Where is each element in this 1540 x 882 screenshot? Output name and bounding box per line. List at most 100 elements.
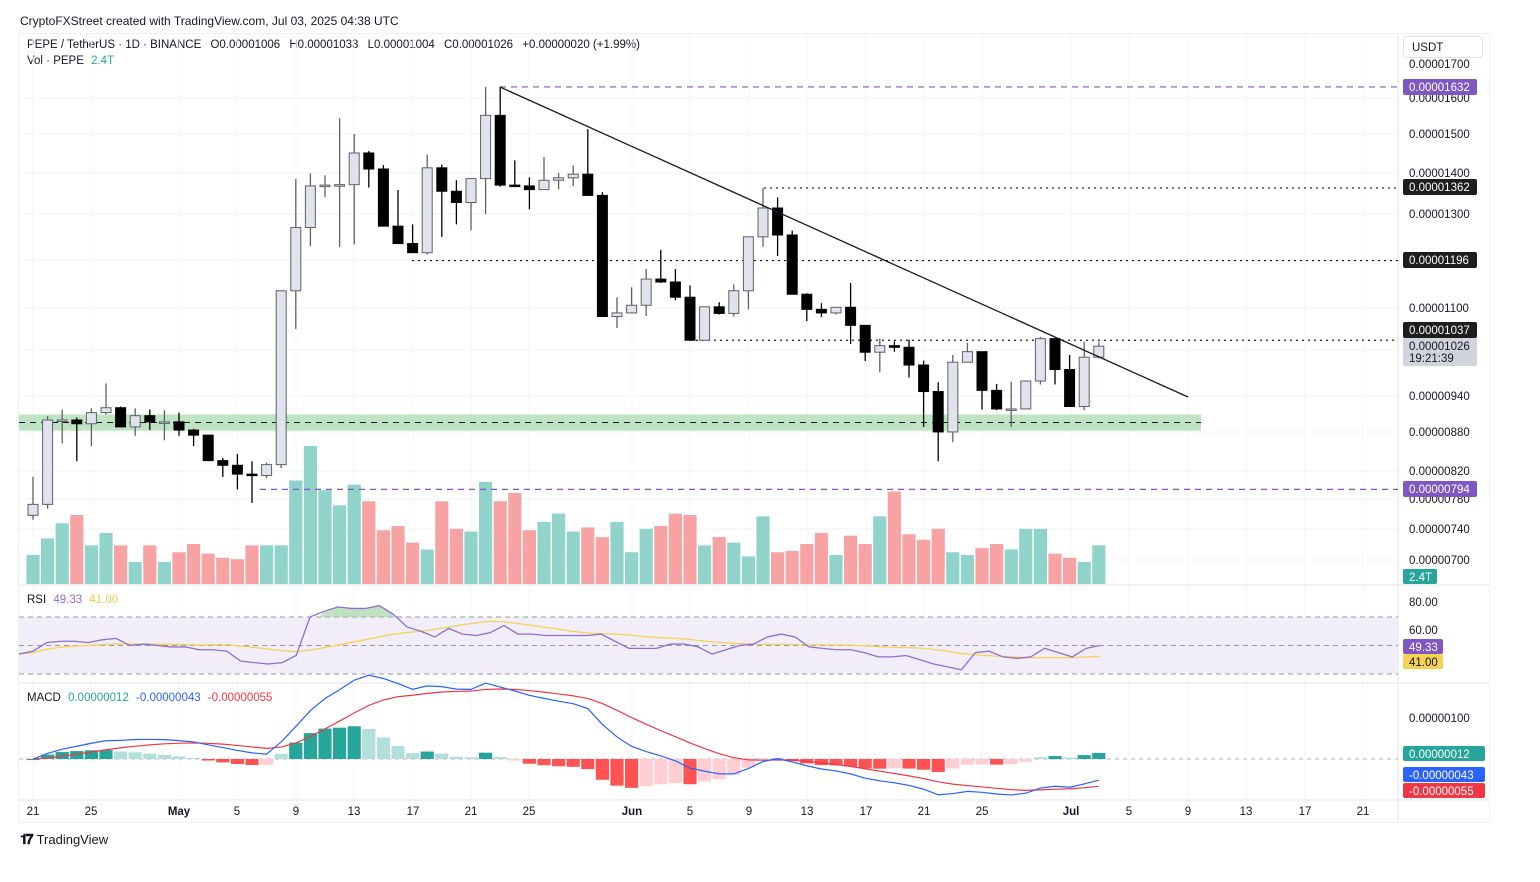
volume-bar: [931, 528, 945, 584]
macd-histogram-bar: [931, 759, 945, 772]
volume-bar: [420, 549, 434, 584]
candle-body: [275, 290, 287, 466]
rsi-pane: 80.00 60.00 49.33 41.00: [18, 597, 1443, 675]
macd-histogram-bar: [333, 727, 347, 759]
candle-body: [188, 429, 200, 436]
tradingview-logo[interactable]: 𝟏𝟕 TradingView: [20, 831, 108, 848]
candle-body: [976, 351, 988, 391]
candle-body: [888, 345, 900, 348]
time-tick-label: 13: [801, 806, 814, 818]
rsi-value: 49.33: [53, 594, 83, 606]
macd-histogram-bar: [873, 759, 887, 769]
low-price-label: 0.00000794: [1409, 484, 1470, 496]
macd-title[interactable]: MACD: [27, 692, 61, 704]
volume-bar: [318, 490, 332, 584]
time-tick-label: 9: [293, 806, 299, 818]
macd-histogram-bar: [581, 759, 595, 770]
currency-button[interactable]: USDT: [1403, 36, 1483, 58]
price-tick-label: 0.00001400: [1409, 168, 1470, 180]
macd-histogram-bar: [537, 759, 551, 766]
candle-body: [231, 464, 243, 475]
rsi-ma-value: 41.00: [89, 594, 119, 606]
macd-histogram-bar: [376, 737, 390, 759]
volume-bar: [727, 542, 741, 584]
macd-histogram-bar: [303, 733, 317, 759]
candle-body: [158, 421, 170, 424]
time-tick-label: 21: [1357, 806, 1370, 818]
low-price-label-bg: [1403, 481, 1477, 497]
volume-bar: [552, 513, 566, 584]
macd-histogram-bar: [844, 759, 858, 767]
symbol-title[interactable]: PEPE / TetherUS · 1D · BINANCE: [27, 39, 202, 51]
resistance-2-label-bg: [1403, 252, 1477, 268]
symbol-legend: PEPE / TetherUS · 1D · BINANCE O0.000010…: [27, 39, 646, 51]
macd-histogram-bar: [216, 759, 230, 763]
volume-bar: [479, 481, 493, 584]
last-price-bg: [1403, 338, 1477, 366]
candle-body: [173, 421, 185, 431]
candle-body: [100, 407, 112, 414]
candle-body: [334, 184, 346, 187]
tv-logo-text: TradingView: [36, 832, 109, 847]
candle-body: [830, 306, 842, 314]
volume-bar: [1048, 553, 1062, 584]
rsi-value-label: 49.33: [1409, 642, 1438, 654]
time-tick-label: 17: [860, 806, 873, 818]
macd-histogram-bar: [639, 759, 653, 787]
macd-signal-line: [32, 688, 1099, 791]
macd-histogram-bar: [654, 759, 668, 785]
rsi-ma-label-bg: [1403, 654, 1443, 669]
time-tick-label: 9: [1185, 806, 1191, 818]
rsi-title[interactable]: RSI: [27, 594, 47, 606]
time-tick-label: 13: [348, 806, 361, 818]
price-tick-label: 0.00001300: [1409, 209, 1470, 221]
volume-bar: [303, 446, 317, 584]
candle-body: [436, 167, 448, 192]
rsi-overbought-fill: [319, 605, 398, 617]
macd-histogram-bar: [975, 759, 989, 765]
candle-body: [859, 324, 871, 353]
chart-frame: [18, 33, 1490, 823]
candle-body: [655, 278, 667, 283]
time-tick-label: 21: [465, 806, 478, 818]
price-tick-label: 0.00000820: [1409, 466, 1470, 478]
macd-histogram-bar: [318, 728, 332, 759]
macd-line-value: -0.00000043: [136, 692, 201, 704]
rsi-ma-label: 41.00: [1409, 657, 1438, 669]
macd-histogram-bar: [1019, 759, 1033, 762]
macd-histogram-bar: [683, 759, 697, 785]
macd-histogram-bar: [26, 759, 40, 760]
macd-histogram-bar: [55, 752, 69, 759]
macd-histogram-bar: [274, 753, 288, 759]
candle-body: [304, 185, 316, 228]
macd-histogram-bar: [1048, 756, 1062, 759]
candle-body: [290, 226, 302, 292]
macd-hist-label-bg: [1403, 746, 1485, 761]
macd-tick-label: 0.00000100: [1409, 713, 1470, 725]
macd-histogram-bar: [1004, 759, 1018, 765]
volume-bar: [172, 552, 186, 584]
macd-histogram-bar: [887, 759, 901, 769]
macd-histogram-bar: [727, 759, 741, 776]
rsi-value-label-bg: [1403, 639, 1443, 654]
price-tick-label: 0.00000700: [1409, 555, 1470, 567]
macd-signal-label-bg: [1403, 783, 1485, 798]
volume-bar: [1019, 528, 1033, 584]
macd-histogram-bar: [1063, 757, 1077, 759]
volume-title[interactable]: Vol · PEPE: [27, 55, 84, 67]
close-value: C0.00001026: [444, 39, 514, 51]
volume-bar: [960, 555, 974, 584]
time-tick-label: 25: [523, 806, 536, 818]
time-tick-label: Jun: [622, 806, 642, 818]
volume-bars: [26, 446, 1106, 584]
tv-logo-icon: 𝟏𝟕: [20, 831, 34, 847]
volume-bar: [245, 545, 259, 584]
price-tick-label: 0.00001100: [1409, 303, 1469, 315]
time-tick-label: May: [168, 806, 191, 818]
volume-bar: [333, 505, 347, 584]
volume-bar: [610, 521, 624, 584]
time-tick-label: 17: [1299, 806, 1312, 818]
candle-body: [538, 179, 550, 191]
volume-bar: [829, 555, 843, 584]
